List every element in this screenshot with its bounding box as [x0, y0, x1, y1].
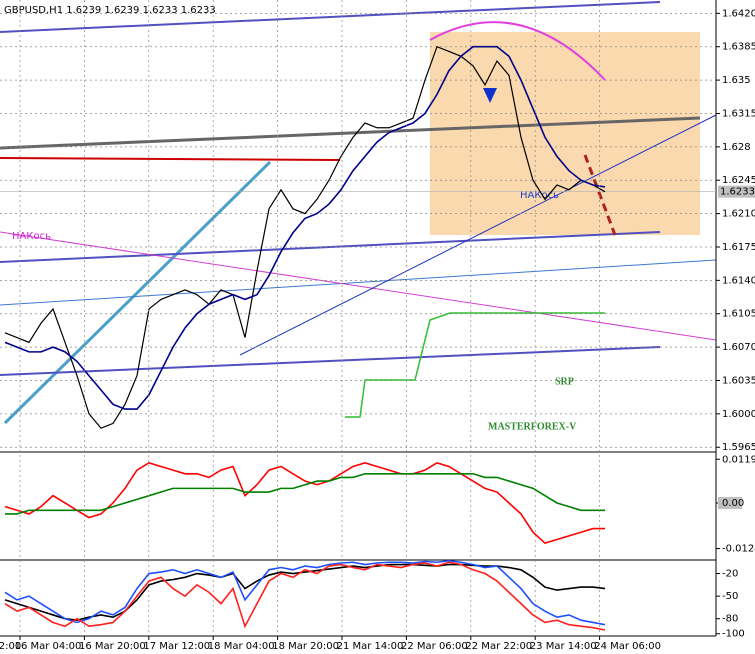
x-tick-label: 18 Mar 04:00 [208, 641, 275, 652]
x-tick-label: 22 Mar 22:00 [465, 641, 532, 652]
y-tick-label: -80 [722, 614, 738, 625]
last-price-box [718, 185, 755, 198]
annotation: SRP [555, 376, 574, 387]
trend-line [239, 114, 717, 356]
trend-line [0, 346, 661, 376]
x-tick-label: 21 Mar 14:00 [337, 641, 404, 652]
trend-line [0, 231, 717, 341]
trend-line [0, 157, 341, 161]
y-tick-label: 0.00 [722, 498, 744, 509]
y-tick-label: 1.6000 [722, 409, 755, 420]
x-tick-label: 17 Mar 12:00 [143, 641, 210, 652]
y-tick-label: 1.6420 [722, 8, 755, 19]
y-tick-label: 1.635 [722, 75, 751, 86]
series-line [4, 45, 606, 429]
drawings [0, 0, 717, 637]
y-tick-label: 1.6035 [722, 375, 755, 386]
curve [429, 21, 606, 81]
series-line [4, 559, 606, 626]
y-tick-label: 1.6210 [722, 209, 755, 220]
arrow [483, 88, 497, 103]
series-line [4, 45, 606, 410]
x-tick-label: 24 Mar 06:00 [594, 641, 661, 652]
annotation: НАКось [12, 231, 51, 242]
annotation: НАКось [520, 190, 559, 201]
last-price-label: 1.6233 [720, 187, 755, 198]
trend-line [0, 259, 717, 306]
x-tick-label: 16 Mar 20:00 [79, 641, 146, 652]
y-tick-label: 1.6175 [722, 242, 755, 253]
y-tick-label: 1.6140 [722, 275, 755, 286]
y-tick-label: 1.5965 [722, 442, 755, 453]
trend-line [3, 160, 272, 425]
trend-line [0, 1, 661, 33]
series-line [4, 461, 605, 545]
x-tick-label: 2:00 [0, 641, 21, 652]
y-tick-label: -20 [722, 569, 738, 580]
y-tick-label: 1.6245 [722, 175, 755, 186]
chart-title: GBPUSD,H1 1.6239 1.6239 1.6233 1.6233 [4, 5, 216, 16]
y-tick-label: 1.6385 [722, 42, 755, 53]
series-line [4, 561, 606, 631]
y-tick-label: -100 [722, 629, 745, 640]
series-line [4, 563, 606, 622]
annotation: MASTERFOREX-V [488, 421, 577, 432]
x-tick-label: 16 Mar 04:00 [15, 641, 82, 652]
y-tick-label: -50 [722, 591, 738, 602]
label-box [718, 496, 742, 509]
x-tick-label: 22 Mar 06:00 [401, 641, 468, 652]
y-tick-label: 0.01197 [722, 454, 755, 465]
zone [430, 32, 700, 235]
x-tick-label: 18 Mar 20:00 [272, 641, 339, 652]
y-tick-label: 1.6105 [722, 309, 755, 320]
series-line [5, 472, 605, 515]
x-tick-label: 23 Mar 14:00 [530, 641, 597, 652]
y-tick-label: 1.6315 [722, 108, 755, 119]
forecast [583, 154, 617, 236]
step-line [345, 312, 605, 418]
y-tick-label: -0.01248 [722, 544, 755, 555]
y-tick-label: 1.6070 [722, 342, 755, 353]
y-tick-label: 1.628 [722, 142, 751, 153]
trend-line [0, 116, 701, 150]
